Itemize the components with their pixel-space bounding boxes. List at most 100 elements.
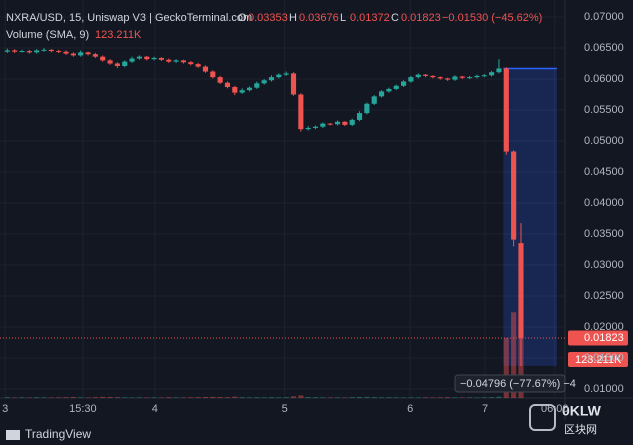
candle-body [467, 77, 473, 79]
ohlc-value: 0.03676 [299, 12, 339, 24]
x-tick-label: 4 [152, 403, 158, 415]
candle-body [518, 243, 524, 338]
candle-body [459, 76, 465, 78]
volume-bar [210, 396, 216, 398]
ohlc-value: 0.01372 [350, 12, 390, 24]
candle-body [129, 58, 135, 62]
volume-bar [334, 397, 341, 398]
ohlc-label: L [340, 12, 346, 24]
y-tick-label: 0.04000 [584, 197, 624, 209]
candle-body [327, 123, 333, 125]
x-tick-label: 5 [282, 403, 288, 415]
candle-body [474, 75, 480, 78]
candle-body [56, 51, 62, 53]
candle-body [305, 127, 311, 130]
x-tick-label: 15:30 [69, 403, 97, 415]
candle-body [100, 56, 106, 61]
x-tick-label: 6 [407, 403, 413, 415]
candle-body [232, 87, 238, 93]
volume-bar [342, 397, 348, 398]
volume-bar [327, 397, 333, 398]
candle-body [320, 123, 326, 127]
candle-body [268, 77, 275, 81]
volume-bar [26, 397, 32, 398]
ohlc-label: O [238, 12, 247, 24]
candle-body [415, 74, 421, 78]
candle-body [195, 64, 201, 67]
footer-text: TradingView [25, 427, 91, 441]
volume-bar [386, 397, 392, 398]
last-price-box [568, 330, 628, 346]
volume-bar [70, 397, 76, 398]
volume-bar [467, 397, 473, 398]
candle-body [210, 71, 216, 78]
candle-body [41, 49, 47, 51]
volume-bar [239, 397, 245, 398]
y-tick-label: 0.06500 [584, 42, 624, 54]
candle-body [202, 66, 209, 72]
y-tick-label: 0.06000 [584, 73, 624, 85]
volume-bar [232, 396, 238, 398]
volume-bar [430, 397, 436, 398]
candle-body [298, 94, 304, 130]
candle-body [180, 60, 187, 63]
y-tick-label: 0.05000 [584, 135, 624, 147]
volume-bar [173, 397, 179, 398]
candle-body [511, 151, 517, 240]
candle-body [276, 74, 282, 78]
volume-bar [12, 397, 18, 398]
candle-body [349, 119, 355, 125]
measure-tooltip [454, 374, 566, 393]
volume-bar [188, 397, 194, 398]
candle-body [188, 62, 194, 65]
candle-body [70, 53, 76, 56]
volume-label: 123.211K [575, 354, 622, 366]
volume-bar [364, 396, 370, 398]
volume-bar [48, 397, 54, 398]
volume-bar [261, 397, 267, 398]
volume-bar [4, 397, 10, 398]
volume-bar [129, 397, 135, 398]
candle-body [445, 78, 451, 80]
volume-bar [268, 397, 275, 398]
candle-body [78, 52, 84, 56]
candle-body [283, 73, 289, 75]
volume-bar [195, 397, 201, 398]
candle-body [107, 60, 113, 64]
y-tick-label: 0.07000 [584, 11, 624, 23]
candle-body [136, 56, 142, 59]
change-value: −0.01530 (−45.62%) [442, 12, 542, 24]
candle-body [356, 113, 363, 120]
volume-bar [100, 396, 106, 398]
volume-bar [305, 397, 311, 398]
y-tick-label: 0.04500 [584, 166, 624, 178]
candle-body [151, 57, 157, 60]
y-tick-label: 0.01000 [584, 383, 624, 395]
y-tick-label: 0.05500 [584, 104, 624, 116]
volume-bar [445, 397, 451, 398]
y-tick-label: 0.03500 [584, 228, 624, 240]
volume-bar [312, 397, 319, 398]
x-tick-label: 06:00 [541, 403, 569, 415]
candle-body [364, 103, 370, 114]
candle-body [254, 83, 260, 88]
volume-bar [217, 397, 223, 398]
candle-body [122, 61, 128, 66]
volume-bar [511, 312, 517, 398]
volume-bar [78, 397, 84, 398]
candle-body [12, 50, 18, 52]
volume-bar [92, 397, 98, 398]
volume-bar [371, 397, 377, 398]
candle-body [401, 81, 407, 86]
chart-title: NXRA/USD, 15, Uniswap V3 | GeckoTerminal… [6, 12, 252, 24]
candle-body [158, 57, 164, 60]
candle-body [19, 51, 25, 53]
volume-bar [254, 397, 260, 398]
volume-bar [298, 395, 304, 398]
watermark-sub: 区块网 [564, 423, 597, 436]
candle-body [261, 80, 267, 84]
candle-body [371, 96, 377, 104]
volume-bar [224, 397, 231, 398]
volume-bar [459, 397, 465, 398]
volume-bar [481, 397, 487, 398]
